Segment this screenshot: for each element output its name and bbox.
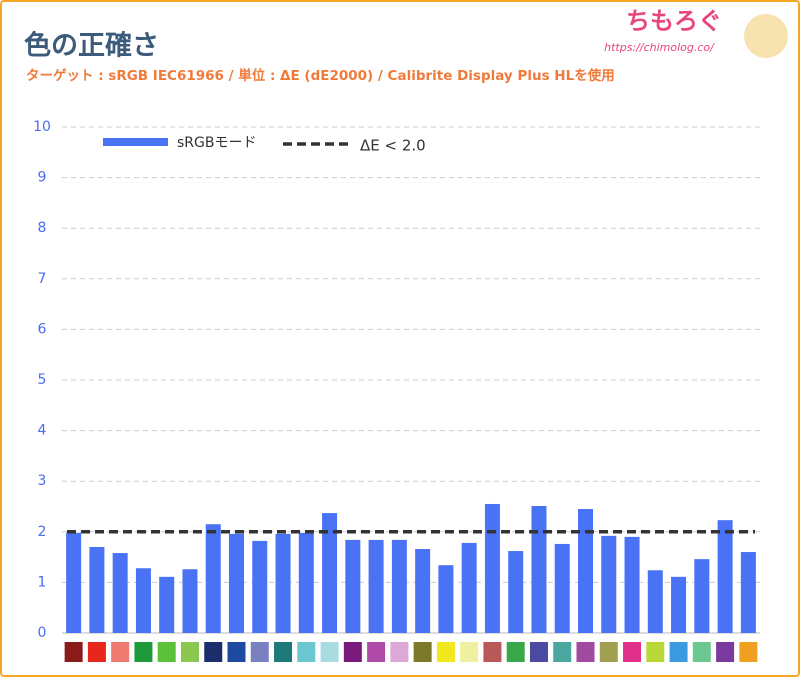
bar <box>229 533 244 633</box>
y-tick-label: 5 <box>38 372 47 388</box>
category-swatch <box>343 642 362 662</box>
bar <box>89 546 105 633</box>
bar <box>717 520 733 633</box>
bar <box>415 549 431 633</box>
category-swatch <box>553 642 572 662</box>
bar <box>647 570 663 633</box>
category-swatch <box>274 642 293 662</box>
category-swatch <box>460 642 479 662</box>
bar <box>205 524 221 633</box>
category-swatch <box>180 642 199 662</box>
bar <box>531 505 547 633</box>
bar <box>159 576 175 633</box>
bar <box>252 540 268 633</box>
bar <box>345 539 361 633</box>
category-swatch <box>390 642 409 662</box>
y-tick-label: 0 <box>38 625 47 641</box>
category-swatch <box>483 642 502 662</box>
bar <box>578 509 593 633</box>
bar <box>275 533 291 633</box>
bar <box>322 513 338 633</box>
bar <box>554 543 570 633</box>
category-swatch <box>669 642 688 662</box>
bar <box>182 569 198 633</box>
y-tick-label: 3 <box>38 473 47 489</box>
bar <box>740 552 756 633</box>
y-tick-label: 6 <box>38 321 47 337</box>
category-swatch <box>157 642 176 662</box>
watermark-url: https://chimolog.co/ <box>604 41 715 54</box>
bar <box>694 559 710 633</box>
category-swatch <box>204 642 223 662</box>
category-swatch <box>134 642 153 662</box>
watermark: ちもろぐ <box>626 7 722 35</box>
category-swatch <box>320 642 339 662</box>
chart-title: 色の正確さ <box>24 30 159 62</box>
y-tick-label: 9 <box>38 170 47 186</box>
category-swatch <box>739 642 758 662</box>
bar <box>461 542 477 633</box>
category-swatch <box>64 642 83 662</box>
bar <box>298 532 314 633</box>
bar <box>368 539 384 633</box>
category-swatch <box>692 642 711 662</box>
category-swatch <box>367 642 386 662</box>
category-swatch <box>716 642 735 662</box>
y-tick-label: 8 <box>38 220 47 236</box>
category-swatch <box>297 642 316 662</box>
legend-label: ΔE < 2.0 <box>360 137 426 155</box>
bar <box>484 503 500 633</box>
y-tick-label: 4 <box>38 423 47 439</box>
bar <box>66 532 82 633</box>
category-swatch <box>87 642 106 662</box>
bar <box>508 551 524 633</box>
chart-subtitle: ターゲット : sRGB IEC61966 / 単位 : ΔE (dE2000)… <box>26 67 615 84</box>
bar <box>671 576 687 633</box>
category-swatch <box>227 642 246 662</box>
bar <box>601 535 617 633</box>
category-swatch <box>111 642 130 662</box>
category-swatch <box>646 642 665 662</box>
category-swatch <box>506 642 525 662</box>
category-swatch <box>623 642 642 662</box>
mascot-icon <box>744 14 788 58</box>
legend-label: sRGBモード <box>177 135 256 151</box>
y-tick-label: 7 <box>38 271 47 287</box>
category-swatch <box>250 642 269 662</box>
y-tick-label: 1 <box>38 574 47 590</box>
y-tick-label: 2 <box>38 524 47 540</box>
y-tick-label: 10 <box>33 119 51 135</box>
category-swatch <box>576 642 595 662</box>
bar <box>624 536 640 633</box>
bar <box>112 553 128 633</box>
bar <box>438 565 454 633</box>
category-swatch <box>529 642 548 662</box>
bar <box>135 568 151 633</box>
category-swatch <box>413 642 432 662</box>
category-swatch <box>436 642 455 662</box>
category-swatch <box>599 642 618 662</box>
bar <box>391 539 407 633</box>
